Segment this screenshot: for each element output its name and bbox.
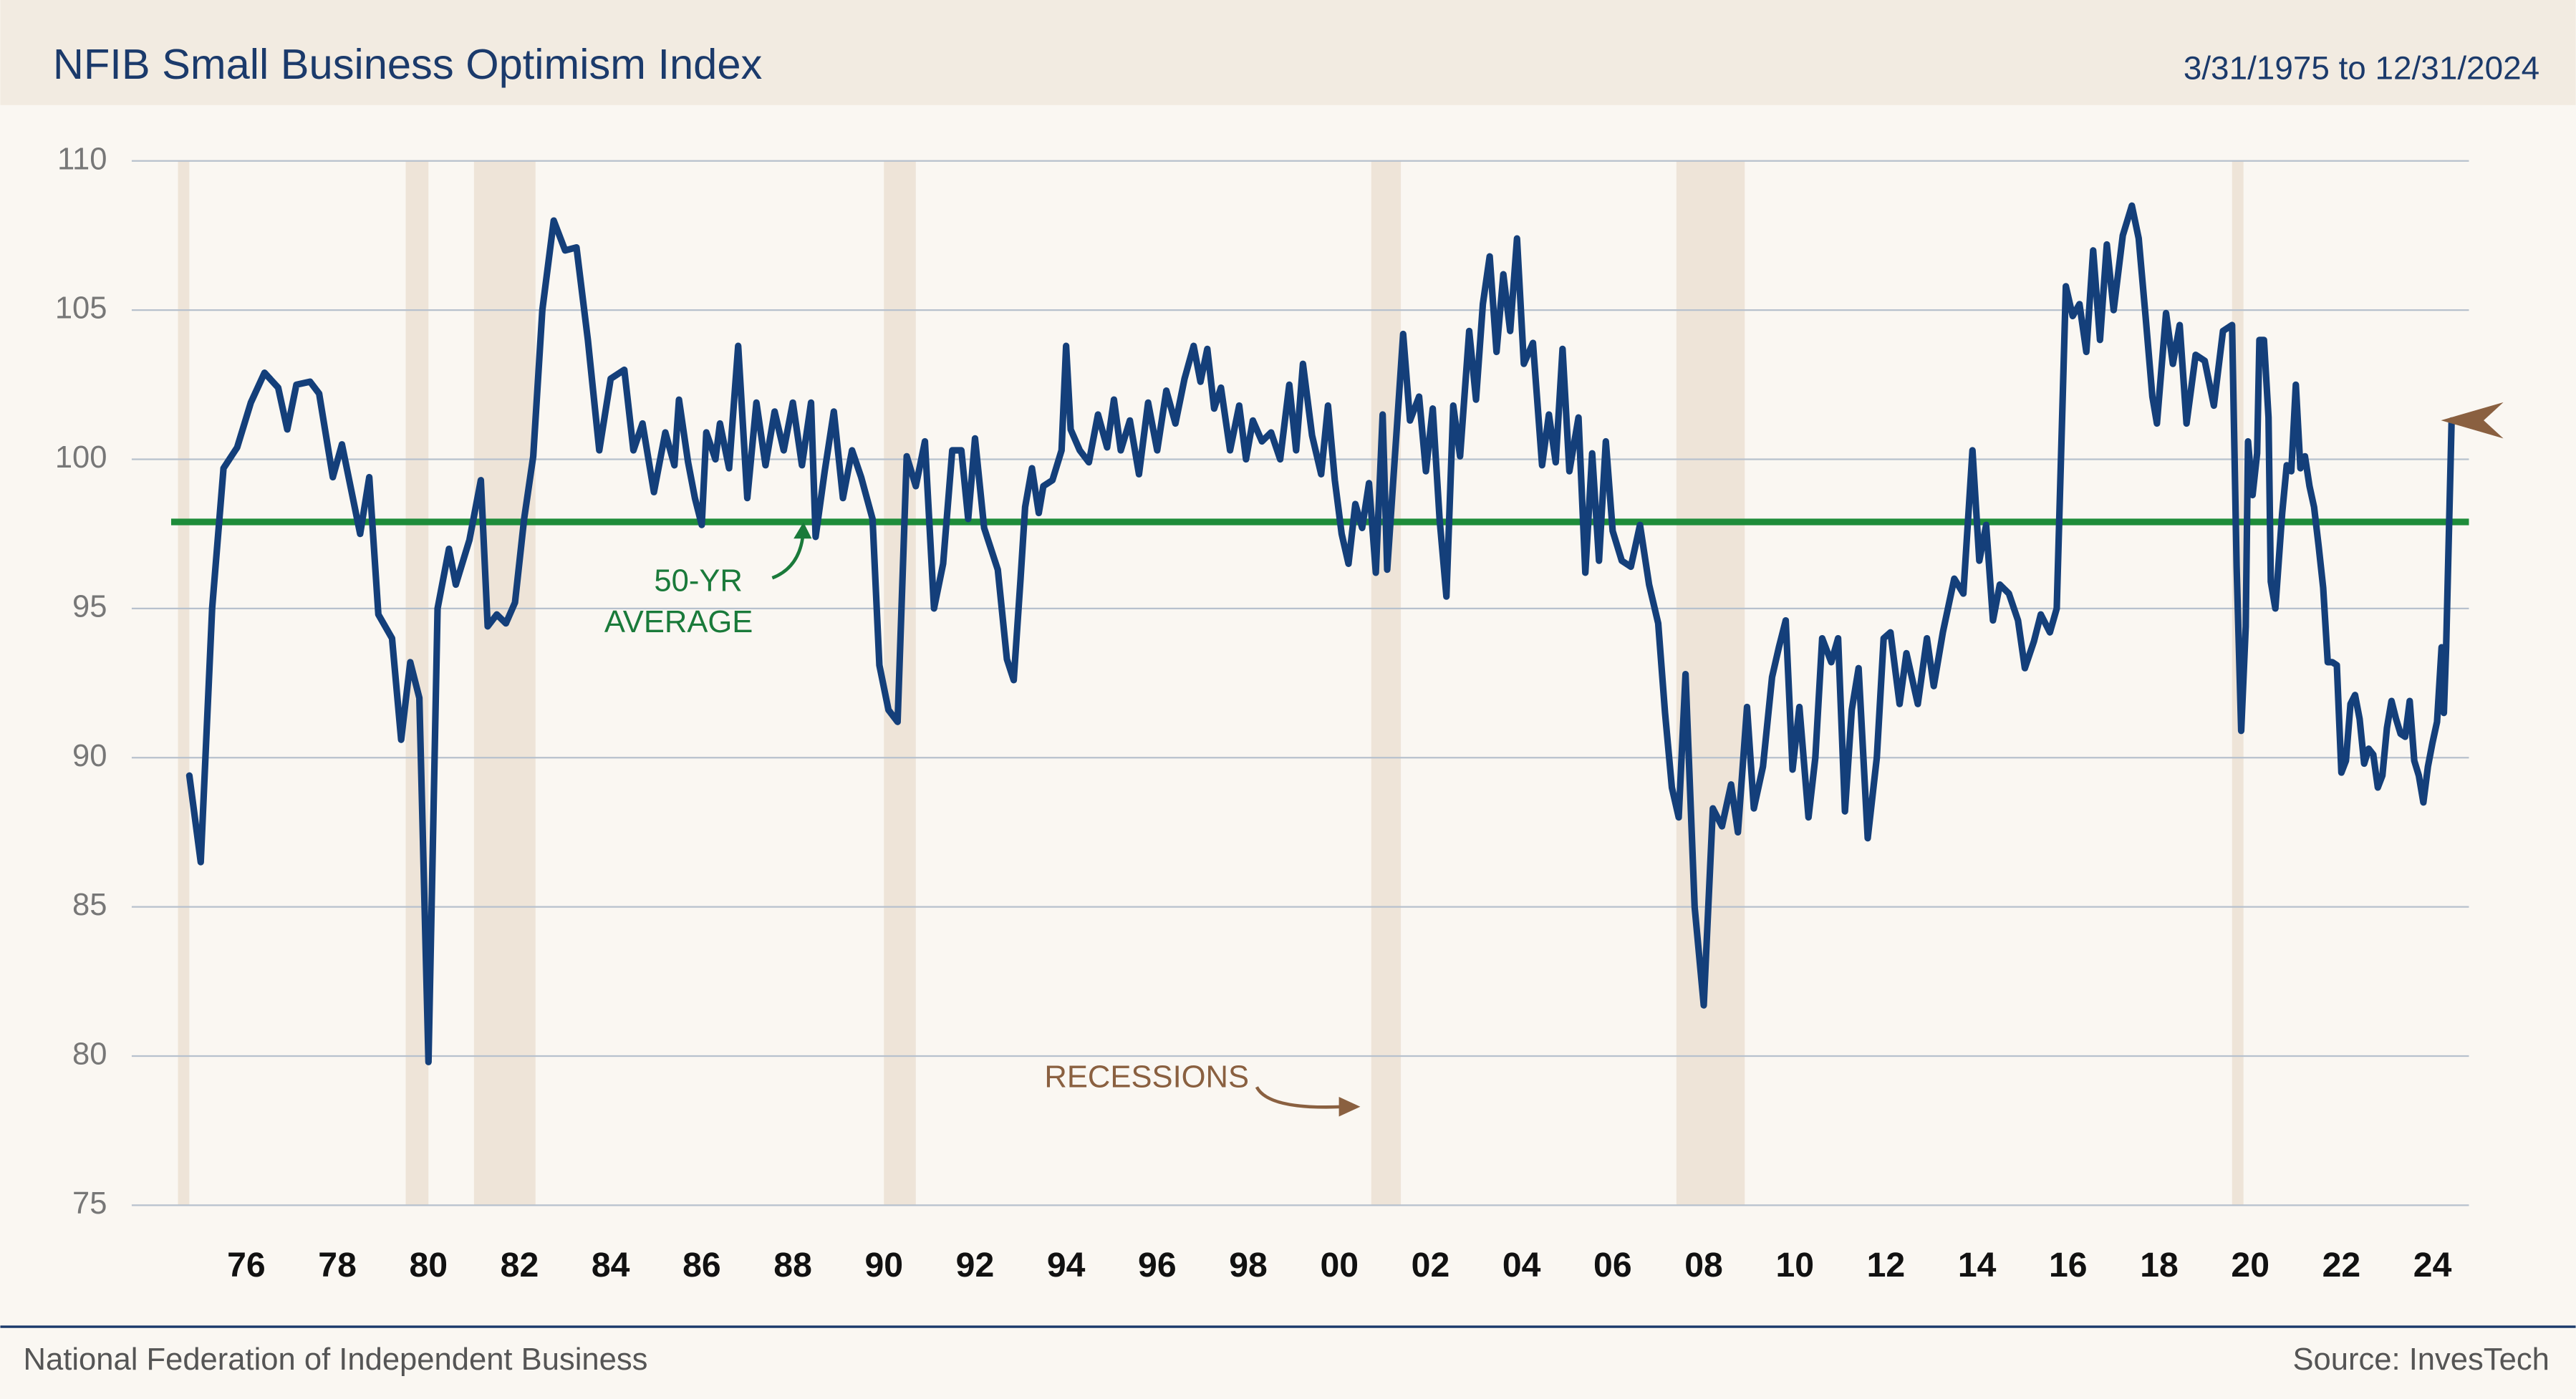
y-tick-label: 90 [72,739,107,773]
y-tick-label: 80 [72,1037,107,1072]
annotation: RECESSIONS [1044,1060,1249,1094]
x-tick-label: 10 [1775,1246,1814,1284]
annotation: 50-YR [654,564,742,599]
annotation-arrowhead [793,522,812,539]
x-tick-label: 04 [1502,1246,1541,1284]
y-tick-label: 105 [55,291,107,326]
y-tick-label: 100 [55,440,107,475]
x-tick-label: 24 [2413,1246,2452,1284]
chart-subtitle: 3/31/1975 to 12/31/2024 [2184,49,2539,87]
y-tick-label: 110 [57,142,107,176]
x-tick-label: 18 [2140,1246,2179,1284]
recession-band [1371,160,1402,1206]
annotation: AVERAGE [604,605,753,639]
x-tick-label: 08 [1684,1246,1723,1284]
x-tick-label: 20 [2231,1246,2269,1284]
x-tick-label: 78 [318,1246,357,1284]
y-tick-label: 95 [72,589,107,624]
recession-band [473,160,536,1206]
y-tick-label: 75 [72,1186,107,1221]
x-tick-label: 00 [1320,1246,1359,1284]
x-tick-label: 88 [773,1246,812,1284]
x-tick-label: 96 [1138,1246,1177,1284]
x-tick-label: 82 [501,1246,539,1284]
annotation-arrowhead [1338,1097,1361,1117]
grid-layer: 75 80 85 90 95 100 105 110 76 78 80 82 84 86 88 90 92 94 9… [55,142,2469,1284]
x-tick-label: 94 [1047,1246,1086,1284]
x-tick-label: 22 [2322,1246,2361,1284]
x-tick-label: 14 [1958,1246,1997,1284]
x-tick-label: 76 [227,1246,266,1284]
x-tick-label: 16 [2049,1246,2088,1284]
annotation-arrow [1255,1086,1344,1109]
x-tick-label: 90 [864,1246,903,1284]
x-tick-label: 02 [1412,1246,1450,1284]
x-tick-label: 06 [1593,1246,1632,1284]
x-tick-label: 80 [410,1246,448,1284]
x-tick-label: 86 [682,1246,721,1284]
footer-left: National Federation of Independent Busin… [24,1342,648,1377]
header-band [0,0,2576,105]
y-tick-label: 85 [72,888,107,922]
index-line [185,202,2455,1065]
latest-arrow [2441,402,2504,439]
x-tick-label: 92 [956,1246,995,1284]
marks-layer [170,202,2469,1065]
recession-band [178,160,190,1206]
x-tick-label: 84 [592,1246,630,1284]
x-tick-label: 12 [1867,1246,1906,1284]
x-tick-label: 98 [1229,1246,1268,1284]
footer-right: Source: InvesTech [2292,1342,2549,1377]
chart-title: NFIB Small Business Optimism Index [53,40,763,88]
